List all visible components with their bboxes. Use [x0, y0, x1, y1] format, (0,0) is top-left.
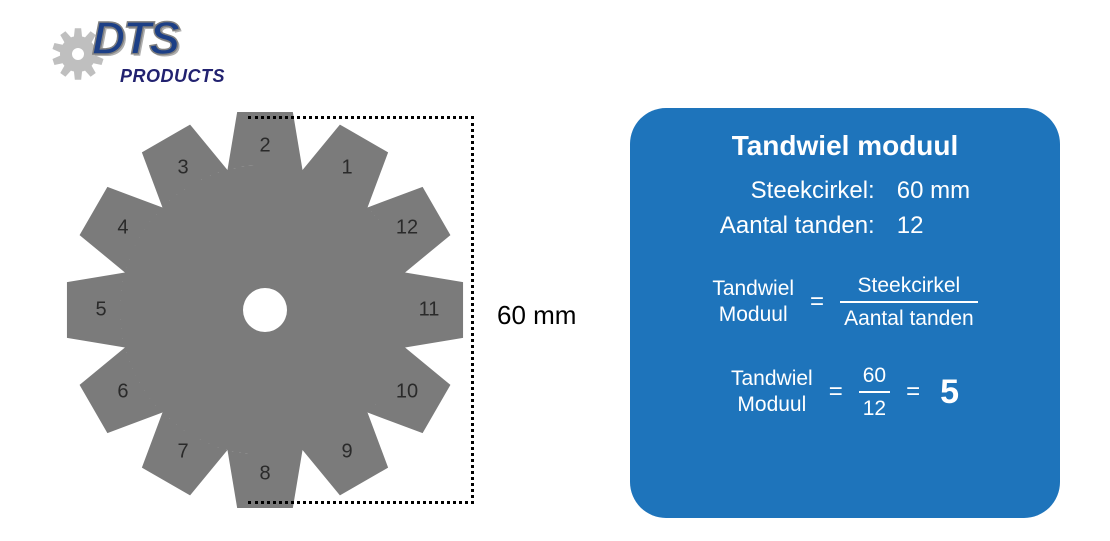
tooth-label-3: 3: [177, 156, 188, 179]
formula-fraction: Steekcirkel Aantal tanden: [840, 272, 978, 333]
formula-denominator: Aantal tanden: [840, 301, 978, 332]
panel-title: Tandwiel moduul: [732, 130, 959, 162]
logo-text-sub: PRODUCTS: [120, 66, 225, 87]
formula-lhs2-line2: Moduul: [737, 392, 806, 418]
formula-numerator-num: 60: [859, 362, 890, 391]
formula-numeric: Tandwiel Moduul = 60 12 = 5: [731, 362, 959, 423]
formula-lhs: Tandwiel Moduul: [712, 276, 794, 329]
formula-numerator: Steekcirkel: [854, 272, 965, 301]
formula-lhs-line1: Tandwiel: [712, 276, 794, 302]
param-label-steekcirkel: Steekcirkel:: [720, 174, 875, 209]
dts-logo: DTS PRODUCTS: [50, 6, 250, 94]
tooth-label-8: 8: [259, 463, 270, 486]
tooth-label-9: 9: [341, 441, 352, 464]
tooth-label-2: 2: [259, 135, 270, 158]
tooth-label-5: 5: [95, 299, 106, 322]
formula-symbolic: Tandwiel Moduul = Steekcirkel Aantal tan…: [712, 272, 977, 333]
equals-sign-3: =: [906, 378, 920, 406]
formula-result: 5: [940, 373, 959, 412]
tooth-label-7: 7: [177, 441, 188, 464]
info-panel: Tandwiel moduul Steekcirkel: 60 mm Aanta…: [630, 108, 1060, 518]
tooth-label-1: 1: [341, 156, 352, 179]
formula-lhs-2: Tandwiel Moduul: [731, 366, 813, 419]
tooth-label-6: 6: [117, 381, 128, 404]
formula-denominator-num: 12: [859, 391, 890, 422]
gear-svg: [55, 100, 475, 520]
formula-fraction-numeric: 60 12: [859, 362, 890, 423]
formula-lhs-line2: Moduul: [719, 302, 788, 328]
dimension-label: 60 mm: [497, 300, 576, 331]
tooth-label-4: 4: [117, 217, 128, 240]
logo-text-main: DTS: [92, 11, 178, 65]
param-label-aantal-tanden: Aantal tanden:: [720, 209, 875, 244]
equals-sign-2: =: [829, 378, 843, 406]
tooth-label-10: 10: [396, 381, 418, 404]
formula-lhs2-line1: Tandwiel: [731, 366, 813, 392]
param-value-aantal-tanden: 12: [893, 209, 970, 244]
tooth-label-12: 12: [396, 217, 418, 240]
panel-params: Steekcirkel: 60 mm Aantal tanden: 12: [720, 174, 970, 244]
param-value-steekcirkel: 60 mm: [893, 174, 970, 209]
gear-diagram: 123456789101112: [55, 100, 475, 520]
tooth-label-11: 11: [419, 299, 440, 322]
equals-sign: =: [810, 288, 824, 316]
